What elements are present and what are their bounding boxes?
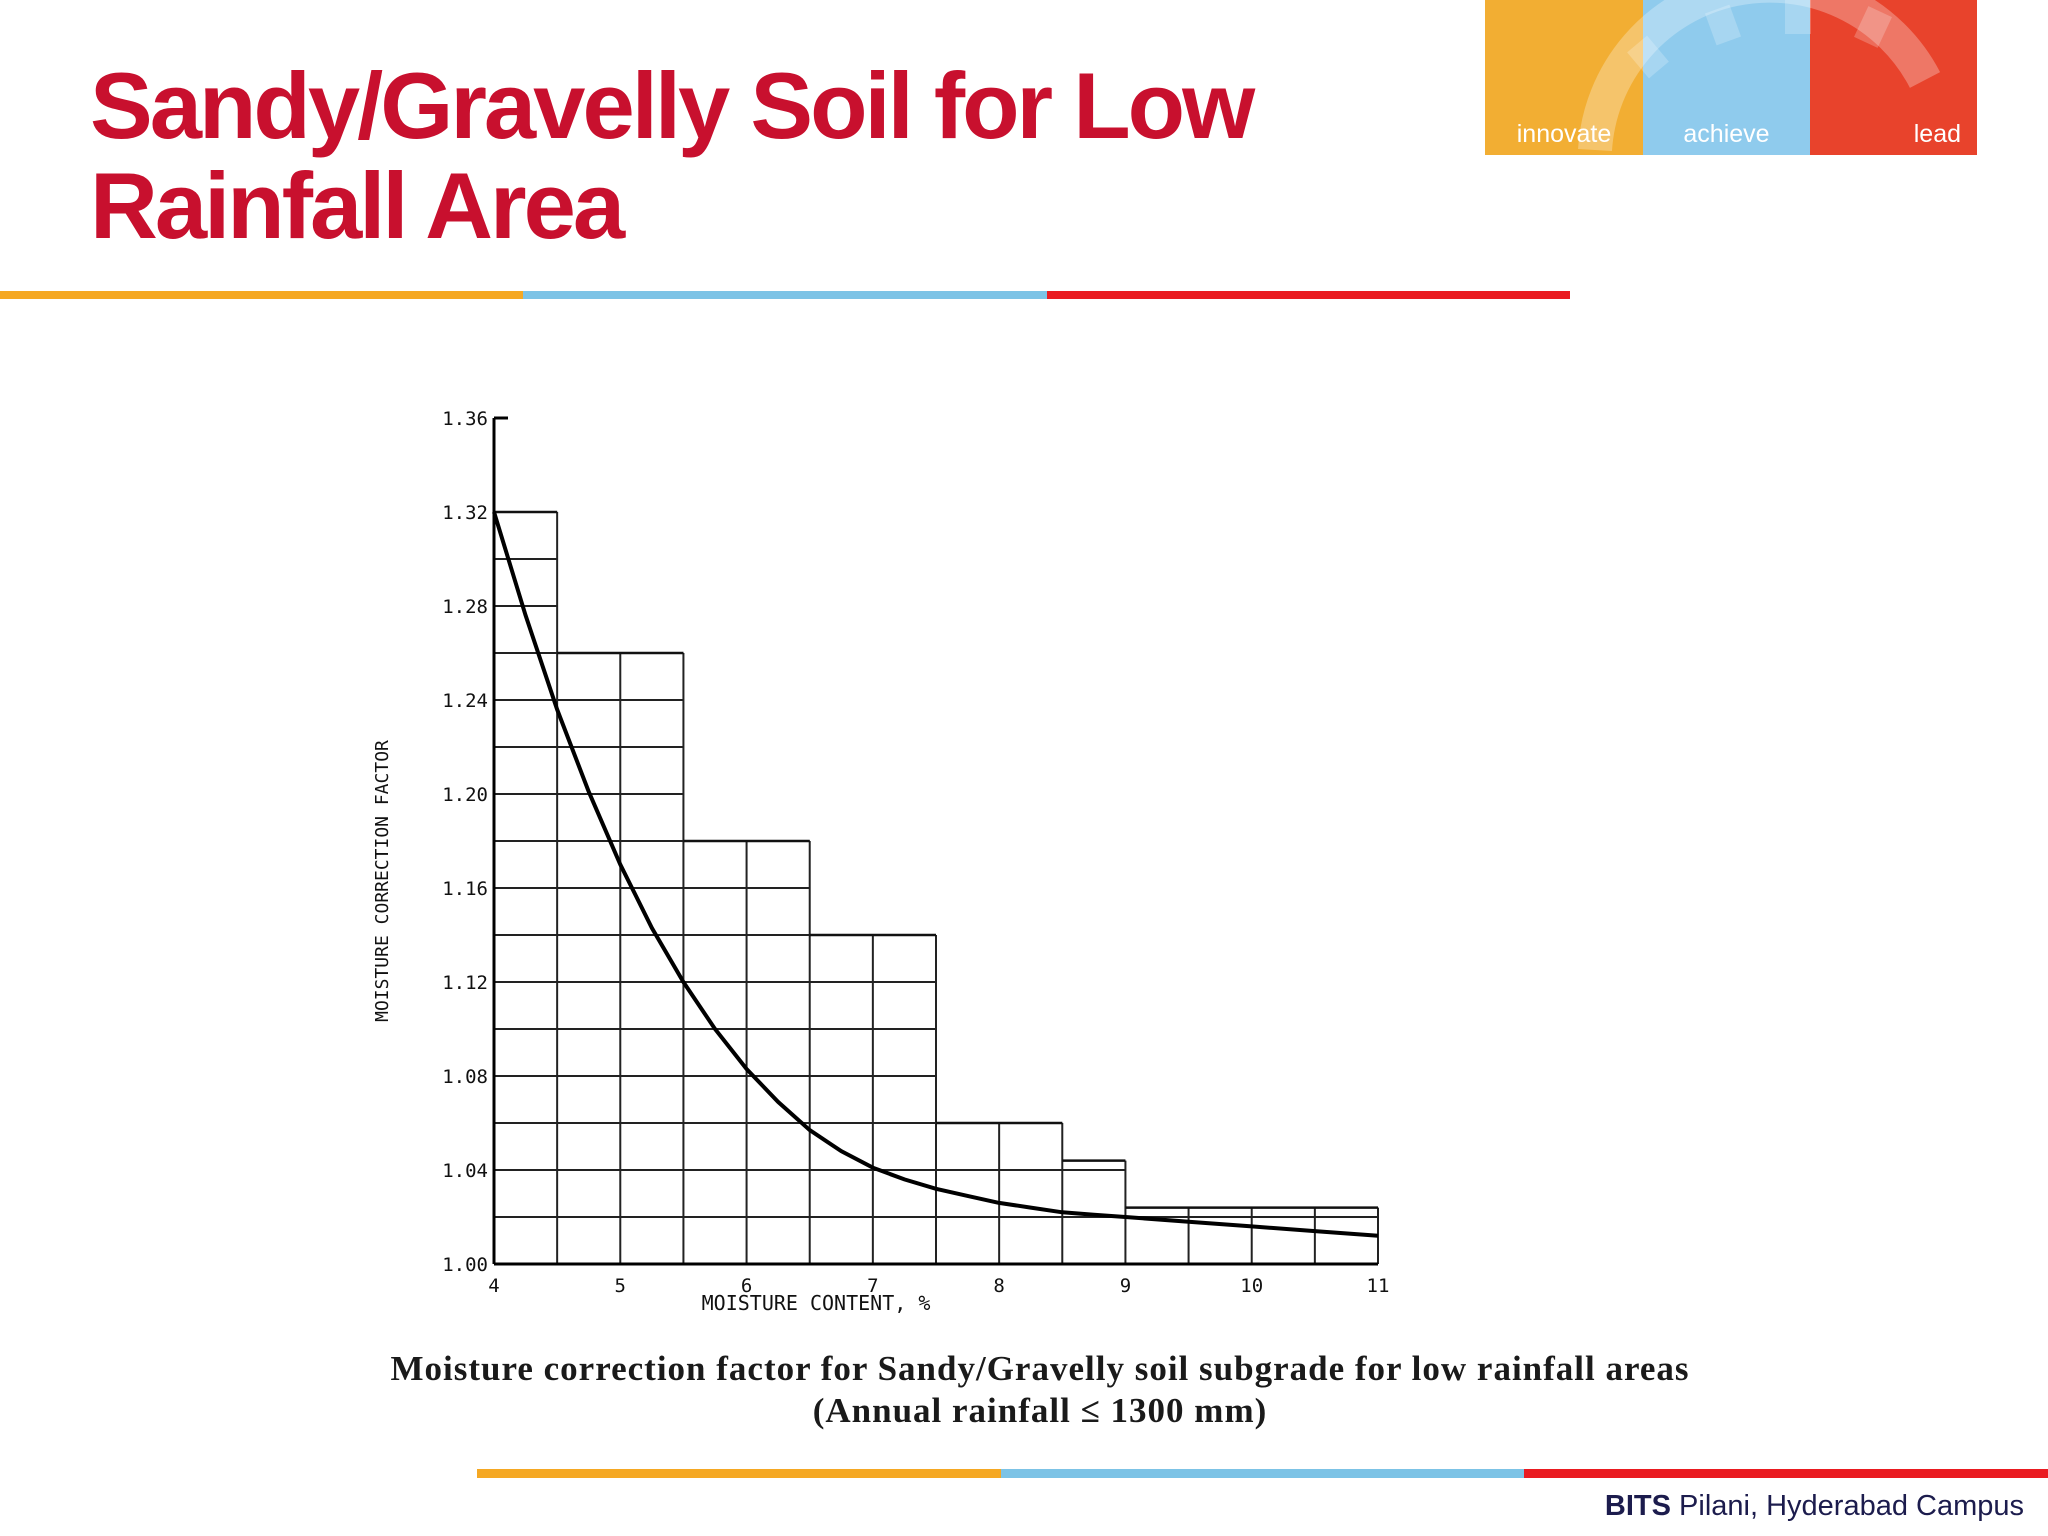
slide-title: Sandy/Gravelly Soil for Low Rainfall Are… bbox=[90, 56, 1390, 256]
y-tick-label: 1.24 bbox=[442, 690, 488, 712]
logo-segment-innovate: innovate bbox=[1485, 0, 1643, 155]
y-tick-label: 1.04 bbox=[442, 1160, 488, 1182]
chart-grid bbox=[493, 510, 1379, 1264]
caption-line1: Moisture correction factor for Sandy/Gra… bbox=[390, 1349, 1690, 1388]
divider-blue bbox=[523, 291, 1047, 299]
footer-divider-orange bbox=[477, 1469, 1001, 1478]
x-tick-label: 5 bbox=[615, 1275, 626, 1297]
footer-divider bbox=[477, 1469, 2048, 1478]
logo-word-lead: lead bbox=[1913, 120, 1961, 148]
logo-word-innovate: innovate bbox=[1516, 120, 1612, 148]
x-tick-label: 6 bbox=[741, 1275, 752, 1297]
x-tick-label: 8 bbox=[993, 1275, 1004, 1297]
x-axis-label: MOISTURE CONTENT, % bbox=[702, 1291, 931, 1315]
footer-campus: BITS Pilani, Hyderabad Campus bbox=[1605, 1490, 2024, 1523]
x-tick-label: 4 bbox=[488, 1275, 499, 1297]
footer-campus-text: Pilani, Hyderabad Campus bbox=[1670, 1490, 2024, 1522]
moisture-correction-chart: 1.00 1.04 1.08 1.12 1.16 1.20 1.24 1.28 1.32 1.36… bbox=[372, 408, 1389, 1315]
y-tick-label: 1.32 bbox=[442, 502, 488, 524]
gear-icon bbox=[1578, 0, 1941, 152]
y-axis-label: MOISTURE CORRECTION FACTOR bbox=[372, 740, 393, 1022]
logo-segment-achieve: achieve bbox=[1643, 0, 1810, 155]
x-tick-label: 7 bbox=[867, 1275, 878, 1297]
divider-orange bbox=[0, 291, 524, 299]
y-tick-label: 1.28 bbox=[442, 596, 488, 618]
slide-title-line2: Rainfall Area bbox=[90, 153, 625, 258]
chart-axes bbox=[492, 416, 1378, 1266]
x-tick-label: 11 bbox=[1367, 1275, 1390, 1297]
caption-line2: (Annual rainfall ≤ 1300 mm) bbox=[812, 1391, 1268, 1430]
correction-curve bbox=[492, 511, 1379, 1238]
y-tick-label: 1.12 bbox=[442, 972, 488, 994]
figure-caption: Moisture correction factor for Sandy/Gra… bbox=[110, 1348, 1970, 1432]
footer-bits: BITS bbox=[1604, 1490, 1671, 1522]
x-tick-label: 10 bbox=[1240, 1275, 1263, 1297]
innovate-achieve-lead-logo: innovate achieve lead bbox=[1485, 0, 1977, 155]
title-divider bbox=[0, 291, 1570, 299]
y-tick-label: 1.16 bbox=[442, 878, 488, 900]
y-tick-label: 1.36 bbox=[442, 408, 488, 430]
y-tick-label: 1.08 bbox=[442, 1066, 488, 1088]
slide-title-line1: Sandy/Gravelly Soil for Low bbox=[90, 53, 1255, 158]
chart-ticks: 1.00 1.04 1.08 1.12 1.16 1.20 1.24 1.28 1.32 1.36… bbox=[442, 408, 1389, 1297]
logo-segment-lead: lead bbox=[1810, 0, 1977, 155]
divider-red bbox=[1046, 291, 1570, 299]
footer-divider-blue bbox=[1000, 1469, 1525, 1478]
footer-divider-red bbox=[1524, 1469, 2048, 1478]
y-tick-label: 1.00 bbox=[442, 1254, 488, 1276]
logo-word-achieve: achieve bbox=[1683, 120, 1770, 148]
y-tick-label: 1.20 bbox=[442, 784, 488, 806]
x-tick-label: 9 bbox=[1120, 1275, 1131, 1297]
